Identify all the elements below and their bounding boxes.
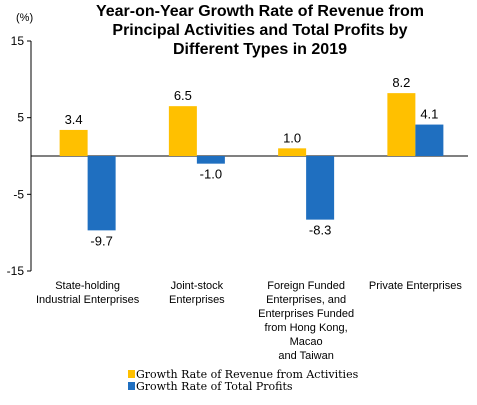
bar-series-1-cat-4 [387,93,416,156]
data-label: -8.3 [309,223,331,238]
category-label: Industrial Enterprises [36,294,140,306]
category-label: and Taiwan [278,350,333,362]
category-label: Joint-stock [171,280,224,292]
category-label: Enterprises [169,294,225,306]
data-label: -9.7 [90,233,112,248]
legend-label: Growth Rate of Total Profits [136,380,293,393]
bar-series-2-cat-4 [415,124,444,156]
y-axis-unit-label: (%) [16,12,33,24]
legend: Growth Rate of Revenue from ActivitiesGr… [128,368,359,393]
category-label: Private Enterprises [369,280,462,292]
chart-title-line: Principal Activities and Total Profits b… [112,22,407,39]
bars [59,93,444,231]
category-label: Enterprises Funded [258,308,354,320]
data-label: 6.5 [174,88,192,103]
data-label: 8.2 [392,75,410,90]
data-label: 4.1 [420,107,438,122]
legend-swatch [128,370,135,378]
data-label: 1.0 [283,130,301,145]
bar-series-2-cat-2 [196,156,225,164]
category-label: Macao [290,336,323,348]
y-tick-label: -5 [13,187,24,201]
bar-series-2-cat-1 [87,156,116,231]
bar-series-1-cat-3 [278,148,307,156]
data-label: 3.4 [65,112,83,127]
bar-series-1-cat-1 [59,129,88,156]
category-labels: State-holding Industrial Enterprises Joint… [36,280,462,362]
y-tick-label: 5 [17,111,24,125]
category-label: State-holding [55,280,120,292]
chart-title-line: Year-on-Year Growth Rate of Revenue from [96,3,424,20]
data-labels: 3.4 6.5 1.0 8.2 -9.7 -1.0 -8.3 4.1 [65,75,439,248]
category-label: Foreign Funded [267,280,345,292]
category-label: Enterprises, and [266,294,346,306]
y-tick-label: 15 [11,34,25,48]
chart-title-line: Different Types in 2019 [173,41,347,58]
chart-title: Year-on-Year Growth Rate of Revenue from… [96,3,424,58]
data-label: -1.0 [200,167,222,182]
bar-series-1-cat-2 [168,106,197,156]
bar-series-2-cat-3 [306,156,335,220]
legend-swatch [128,382,135,390]
category-label: from Hong Kong, [265,322,348,334]
y-tick-label: -15 [7,264,25,278]
legend-label: Growth Rate of Revenue from Activities [136,368,359,381]
